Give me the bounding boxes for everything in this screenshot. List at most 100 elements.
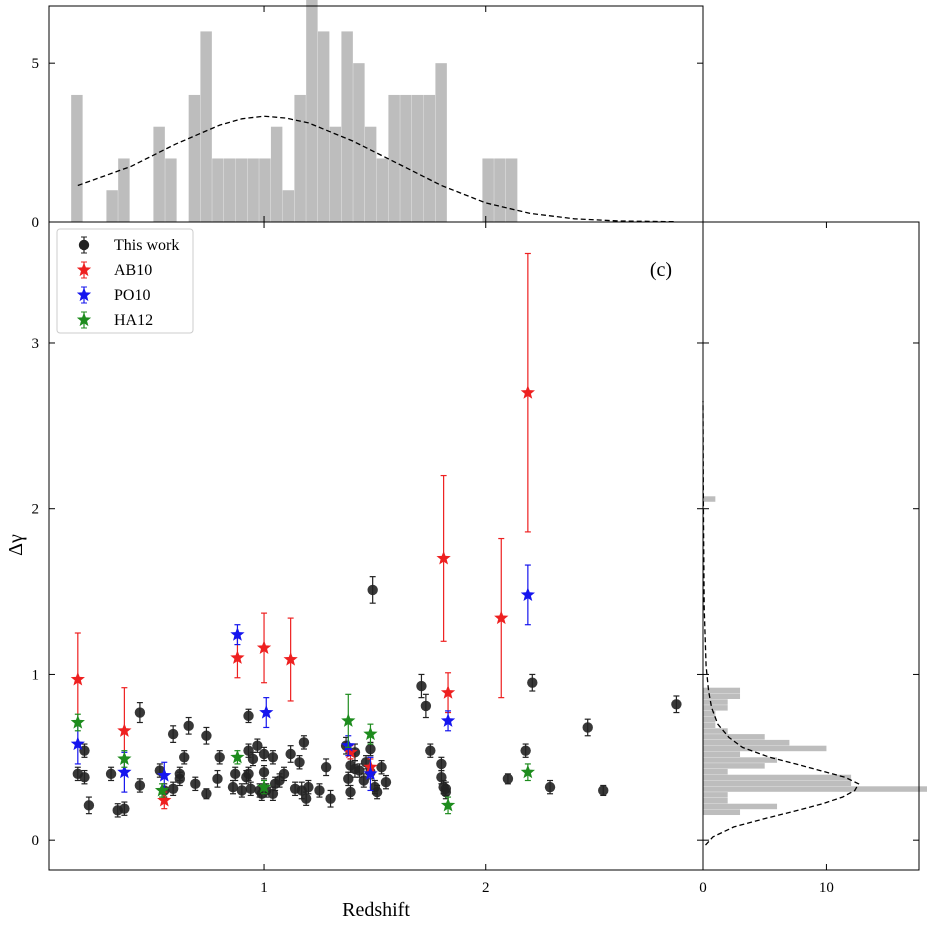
main-plot-frame [48, 221, 704, 871]
data-point [363, 726, 378, 741]
data-point [157, 792, 172, 807]
histogram-bar [411, 94, 424, 222]
histogram-bar [165, 158, 177, 222]
right-histogram-panel: 0 10 [699, 221, 927, 896]
legend-marker [76, 312, 92, 327]
histogram-bar [703, 809, 741, 816]
histogram-bar [482, 158, 494, 222]
data-point [320, 762, 332, 773]
legend-marker [76, 262, 92, 277]
legend-label: This work [114, 237, 179, 254]
data-point [298, 737, 310, 748]
data-point [243, 745, 254, 756]
histogram-bar [435, 63, 447, 223]
histogram-bar [247, 158, 259, 222]
right-plot-frame [703, 221, 920, 871]
legend-label: HA12 [114, 312, 153, 329]
y-tick-label: 3 [32, 336, 40, 352]
data-point [83, 800, 95, 811]
data-point [236, 785, 248, 796]
histogram-bar [270, 126, 283, 222]
data-point [440, 713, 456, 727]
data-point [70, 715, 85, 729]
histogram-bar [341, 31, 353, 223]
legend-label: AB10 [114, 262, 152, 279]
data-point [440, 685, 456, 699]
histogram-bar [703, 792, 728, 798]
data-point [371, 786, 383, 798]
data-point [303, 781, 314, 793]
histogram-bar [703, 751, 741, 758]
data-point [117, 751, 132, 766]
series-this-work [72, 576, 682, 818]
histogram-bar [703, 728, 728, 734]
data-point [325, 793, 336, 804]
data-point [343, 773, 354, 785]
data-point [167, 728, 179, 740]
histogram-bar [703, 768, 728, 775]
data-point [167, 783, 179, 794]
data-point [70, 736, 85, 751]
data-point [201, 730, 212, 741]
histogram-bar [703, 757, 778, 763]
data-point [520, 764, 535, 779]
histogram-bar [703, 745, 827, 752]
histogram-bar [329, 126, 342, 222]
histogram-bar [703, 797, 728, 804]
data-point [179, 752, 190, 763]
histogram-bar [388, 94, 400, 222]
data-point [283, 652, 298, 666]
y-tick-label: 5 [32, 56, 40, 72]
data-point [157, 768, 172, 782]
main-scatter-panel: 1 2 0 1 2 3 [32, 221, 704, 896]
histogram-bar [71, 94, 83, 222]
data-point [230, 749, 245, 764]
data-point [420, 700, 432, 712]
histogram-bar [703, 739, 790, 746]
data-point [256, 640, 272, 654]
histogram-bar [703, 699, 728, 705]
legend-marker [76, 287, 92, 302]
data-point [436, 550, 451, 565]
data-point [354, 765, 365, 776]
data-point [256, 779, 272, 794]
data-point [380, 776, 392, 788]
data-point [258, 767, 270, 778]
data-point [494, 610, 509, 625]
data-point [285, 748, 296, 760]
histogram-bar [376, 158, 389, 222]
legend-label: PO10 [114, 287, 150, 304]
histogram-bar [703, 716, 716, 723]
x-tick-label: 2 [482, 880, 490, 896]
histogram-bar [106, 190, 118, 222]
data-point [70, 671, 85, 686]
data-point [314, 785, 325, 796]
data-point [105, 768, 117, 780]
legend-marker [78, 239, 90, 251]
x-axis-label: Redshift [342, 899, 410, 921]
top-histogram-panel: 05 [32, 0, 704, 231]
histogram-bar [317, 31, 330, 223]
data-point [267, 788, 279, 799]
data-point [365, 743, 376, 755]
data-point [278, 768, 290, 780]
data-point [201, 788, 212, 799]
data-point [436, 758, 447, 770]
x-tick-label: 10 [819, 880, 834, 896]
data-point [212, 773, 223, 785]
right-histogram-bars [703, 496, 927, 816]
data-point [440, 797, 456, 812]
histogram-bar [306, 0, 318, 222]
top-histogram-bars [71, 0, 518, 223]
histogram-bar [118, 158, 130, 222]
histogram-bar [703, 710, 716, 717]
data-point [425, 745, 436, 756]
histogram-bar [212, 158, 224, 222]
data-point [671, 699, 682, 710]
histogram-bar [223, 158, 236, 222]
y-tick-label: 0 [32, 215, 40, 231]
histogram-bar [703, 786, 927, 792]
histogram-bar [364, 126, 377, 222]
top-plot-frame [48, 5, 704, 222]
histogram-bar [703, 705, 728, 711]
